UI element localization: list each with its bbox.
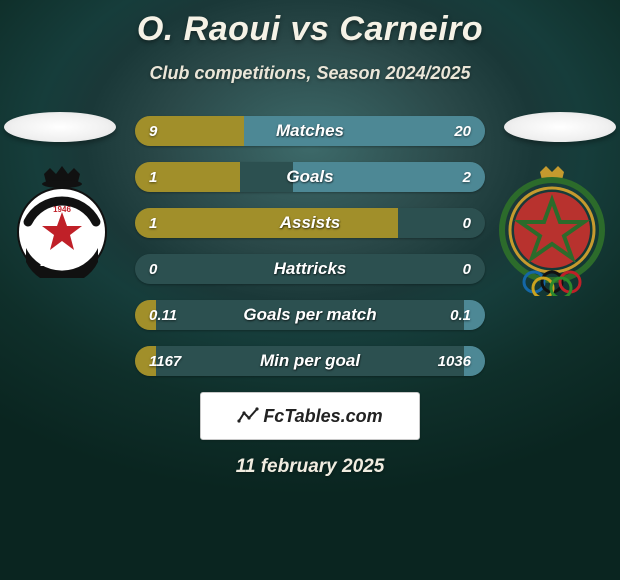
stat-row: 12Goals	[135, 162, 485, 192]
main-area: 1946 FUS	[0, 116, 620, 478]
fus-crest-icon: 1946 FUS	[12, 166, 112, 278]
portrait-placeholder-right	[504, 112, 616, 142]
stat-label: Assists	[135, 208, 485, 238]
club-emblem-right	[498, 166, 608, 296]
club-emblem-left: 1946 FUS	[12, 166, 122, 278]
stat-label: Goals per match	[135, 300, 485, 330]
stat-row: 00Hattricks	[135, 254, 485, 284]
brand-badge-content: FcTables.com	[237, 406, 382, 427]
stat-label: Matches	[135, 116, 485, 146]
stat-row: 920Matches	[135, 116, 485, 146]
stat-label: Goals	[135, 162, 485, 192]
brand-badge[interactable]: FcTables.com	[200, 392, 420, 440]
subtitle: Club competitions, Season 2024/2025	[0, 63, 620, 84]
stat-label: Hattricks	[135, 254, 485, 284]
brand-text: FcTables.com	[263, 406, 382, 427]
chart-icon	[237, 407, 259, 425]
stat-row: 10Assists	[135, 208, 485, 238]
far-crest-icon	[498, 166, 606, 296]
svg-text:1946: 1946	[53, 205, 71, 214]
stat-bars-container: 920Matches 12Goals 10Assists 00Hattricks 0.1…	[135, 116, 485, 376]
content-wrapper: O. Raoui vs Carneiro Club competitions, …	[0, 0, 620, 580]
snapshot-date: 11 february 2025	[0, 456, 620, 478]
stat-label: Min per goal	[135, 346, 485, 376]
stat-row: 11671036Min per goal	[135, 346, 485, 376]
stat-row: 0.110.1Goals per match	[135, 300, 485, 330]
portrait-placeholder-left	[4, 112, 116, 142]
svg-text:FUS: FUS	[40, 246, 84, 271]
comparison-title: O. Raoui vs Carneiro	[0, 0, 620, 49]
